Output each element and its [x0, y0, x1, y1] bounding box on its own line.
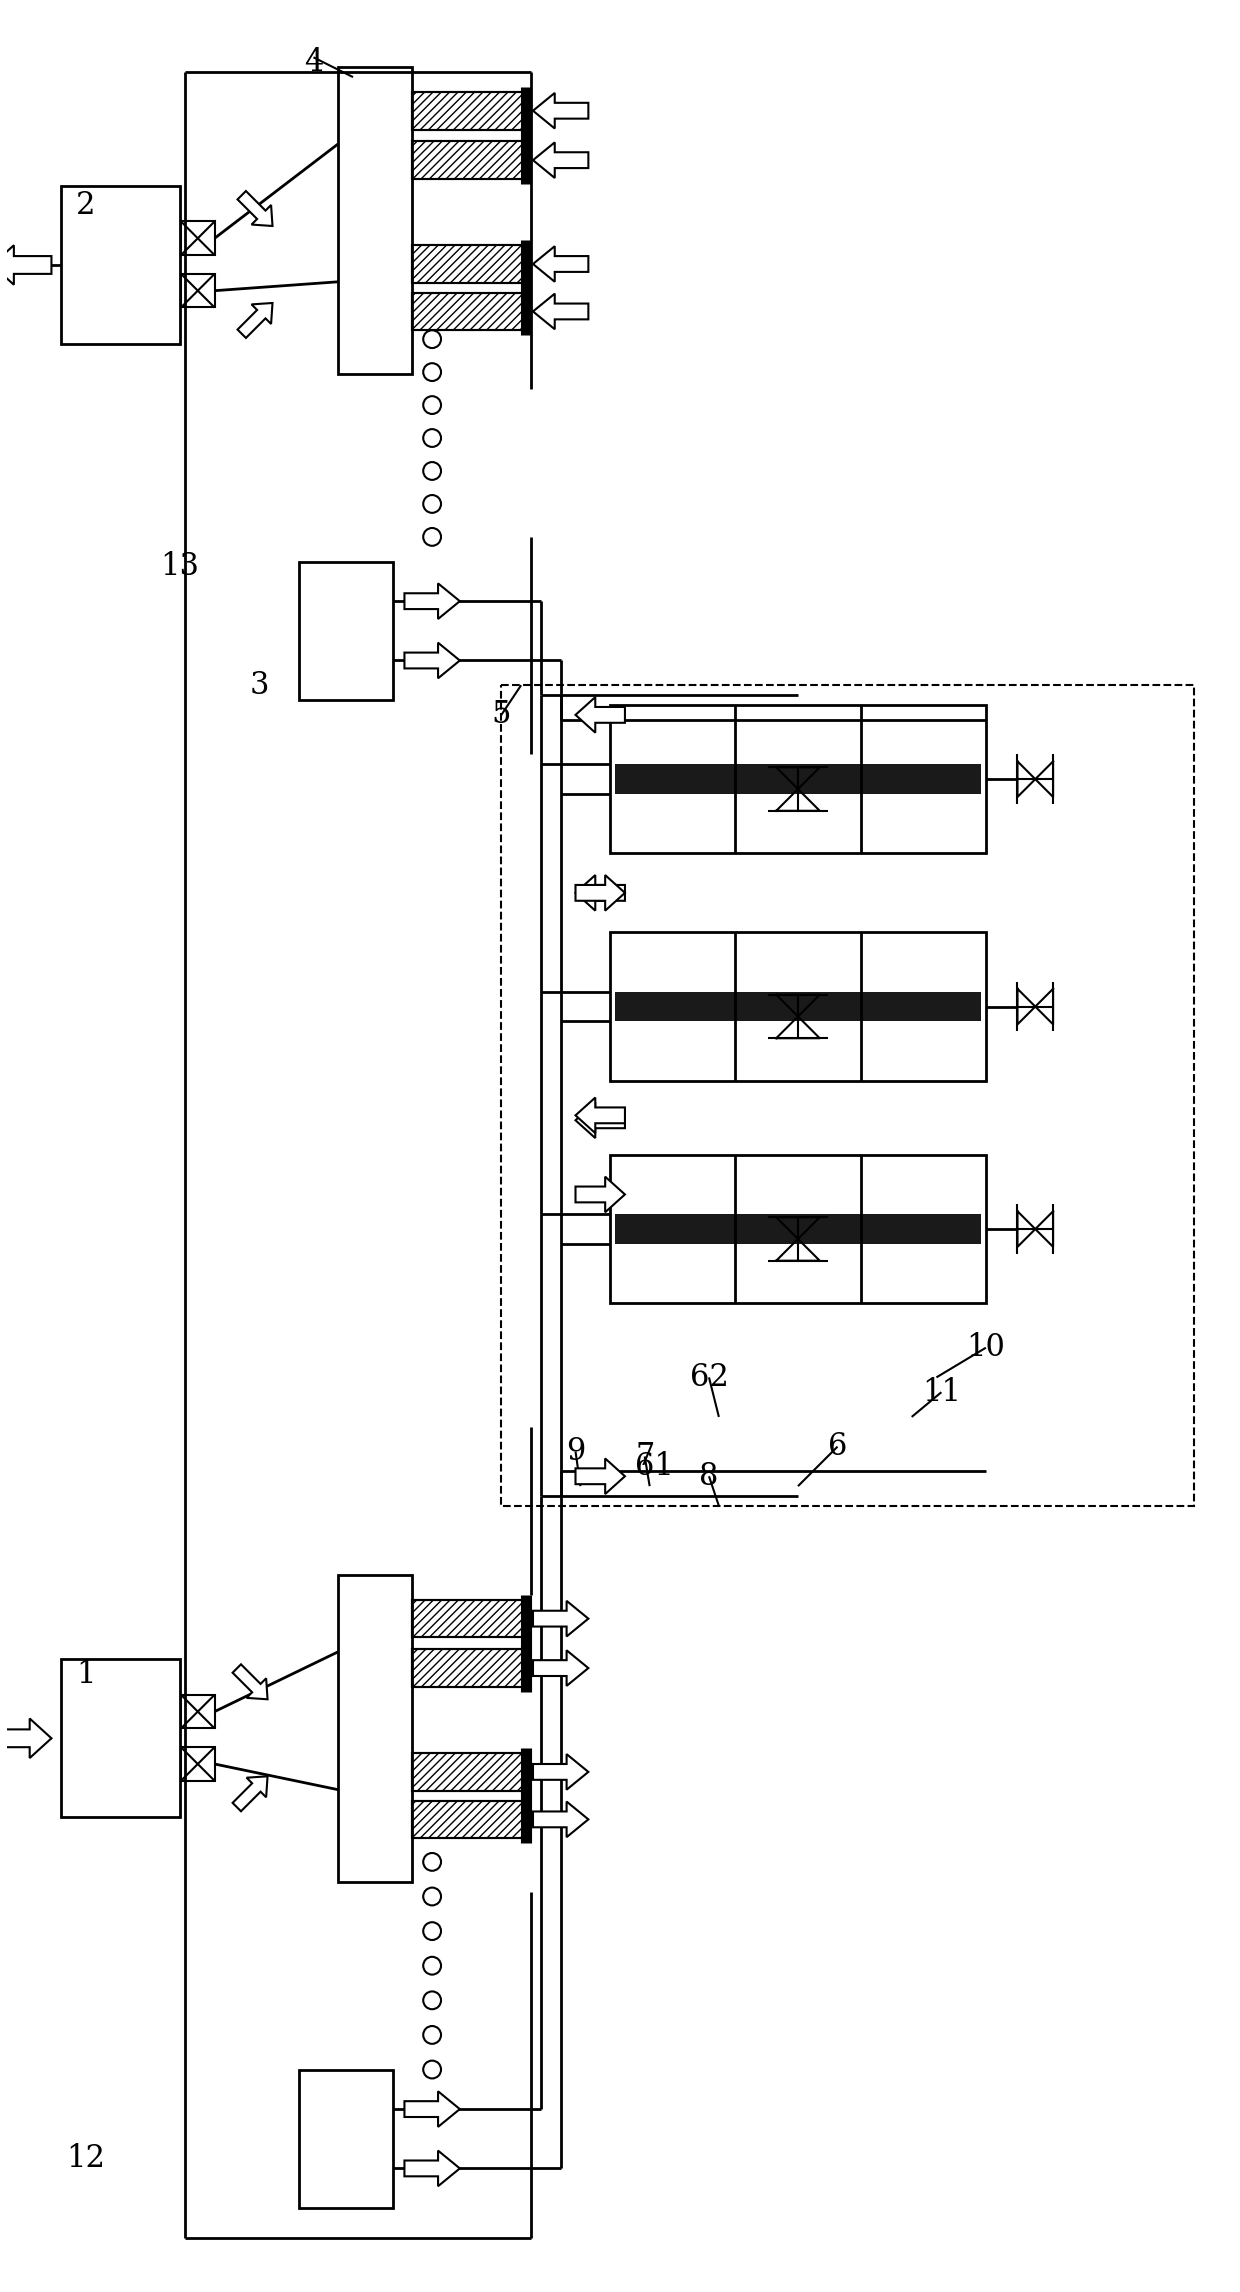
Bar	[610, 1155, 986, 1304]
Polygon shape	[238, 303, 273, 337]
Polygon shape	[404, 584, 460, 619]
Bar	[413, 245, 526, 282]
Text: 10: 10	[966, 1332, 1006, 1364]
Bar	[181, 1747, 215, 1781]
Bar	[299, 2070, 393, 2207]
Bar	[413, 92, 526, 131]
Polygon shape	[575, 876, 625, 910]
Polygon shape	[0, 1719, 51, 1758]
Polygon shape	[533, 293, 588, 330]
Bar	[413, 1802, 526, 1838]
Bar	[181, 222, 215, 254]
Bar	[299, 562, 393, 699]
Bar	[501, 685, 1194, 1506]
Polygon shape	[233, 1664, 268, 1698]
Polygon shape	[533, 1802, 588, 1838]
Bar	[413, 245, 526, 282]
Text: 12: 12	[67, 2143, 105, 2175]
Bar	[413, 1600, 526, 1636]
Bar	[61, 186, 180, 344]
Text: 61: 61	[635, 1451, 675, 1483]
Polygon shape	[404, 2150, 460, 2187]
Text: 9: 9	[565, 1437, 585, 1467]
Polygon shape	[404, 2090, 460, 2127]
Text: 5: 5	[491, 699, 511, 731]
Bar	[339, 1575, 413, 1882]
Bar	[181, 1694, 215, 1728]
Bar	[413, 92, 526, 131]
Text: 1: 1	[77, 1659, 95, 1689]
Bar	[413, 142, 526, 179]
Polygon shape	[575, 1176, 625, 1212]
Text: 2: 2	[77, 190, 95, 220]
Polygon shape	[533, 1600, 588, 1636]
Text: 7: 7	[635, 1442, 655, 1471]
Text: 4: 4	[304, 46, 324, 78]
Bar	[615, 763, 981, 793]
Text: 8: 8	[699, 1460, 719, 1492]
Bar	[615, 1215, 981, 1245]
Bar	[181, 273, 215, 307]
Polygon shape	[404, 642, 460, 678]
Bar	[413, 1802, 526, 1838]
Bar	[413, 1650, 526, 1687]
Bar	[413, 293, 526, 330]
Text: 6: 6	[828, 1430, 847, 1462]
Bar	[413, 142, 526, 179]
Bar	[610, 706, 986, 853]
Bar	[339, 66, 413, 374]
Bar	[61, 1659, 180, 1818]
Polygon shape	[533, 94, 588, 128]
Polygon shape	[575, 1102, 625, 1139]
Bar	[413, 1753, 526, 1790]
Polygon shape	[575, 1098, 625, 1132]
Bar	[413, 1650, 526, 1687]
Polygon shape	[533, 1650, 588, 1687]
Bar	[413, 1600, 526, 1636]
Polygon shape	[575, 876, 625, 910]
Text: 3: 3	[249, 669, 269, 701]
Polygon shape	[533, 245, 588, 282]
Polygon shape	[238, 190, 273, 227]
Bar	[413, 293, 526, 330]
Polygon shape	[575, 1458, 625, 1494]
Polygon shape	[233, 1776, 268, 1811]
Bar	[413, 1753, 526, 1790]
Bar	[610, 933, 986, 1082]
Text: 62: 62	[689, 1361, 728, 1394]
Bar	[615, 992, 981, 1022]
Text: 11: 11	[921, 1377, 961, 1407]
Polygon shape	[575, 697, 625, 733]
Text: 13: 13	[160, 550, 200, 582]
Polygon shape	[533, 1753, 588, 1790]
Polygon shape	[0, 245, 51, 284]
Polygon shape	[533, 142, 588, 179]
